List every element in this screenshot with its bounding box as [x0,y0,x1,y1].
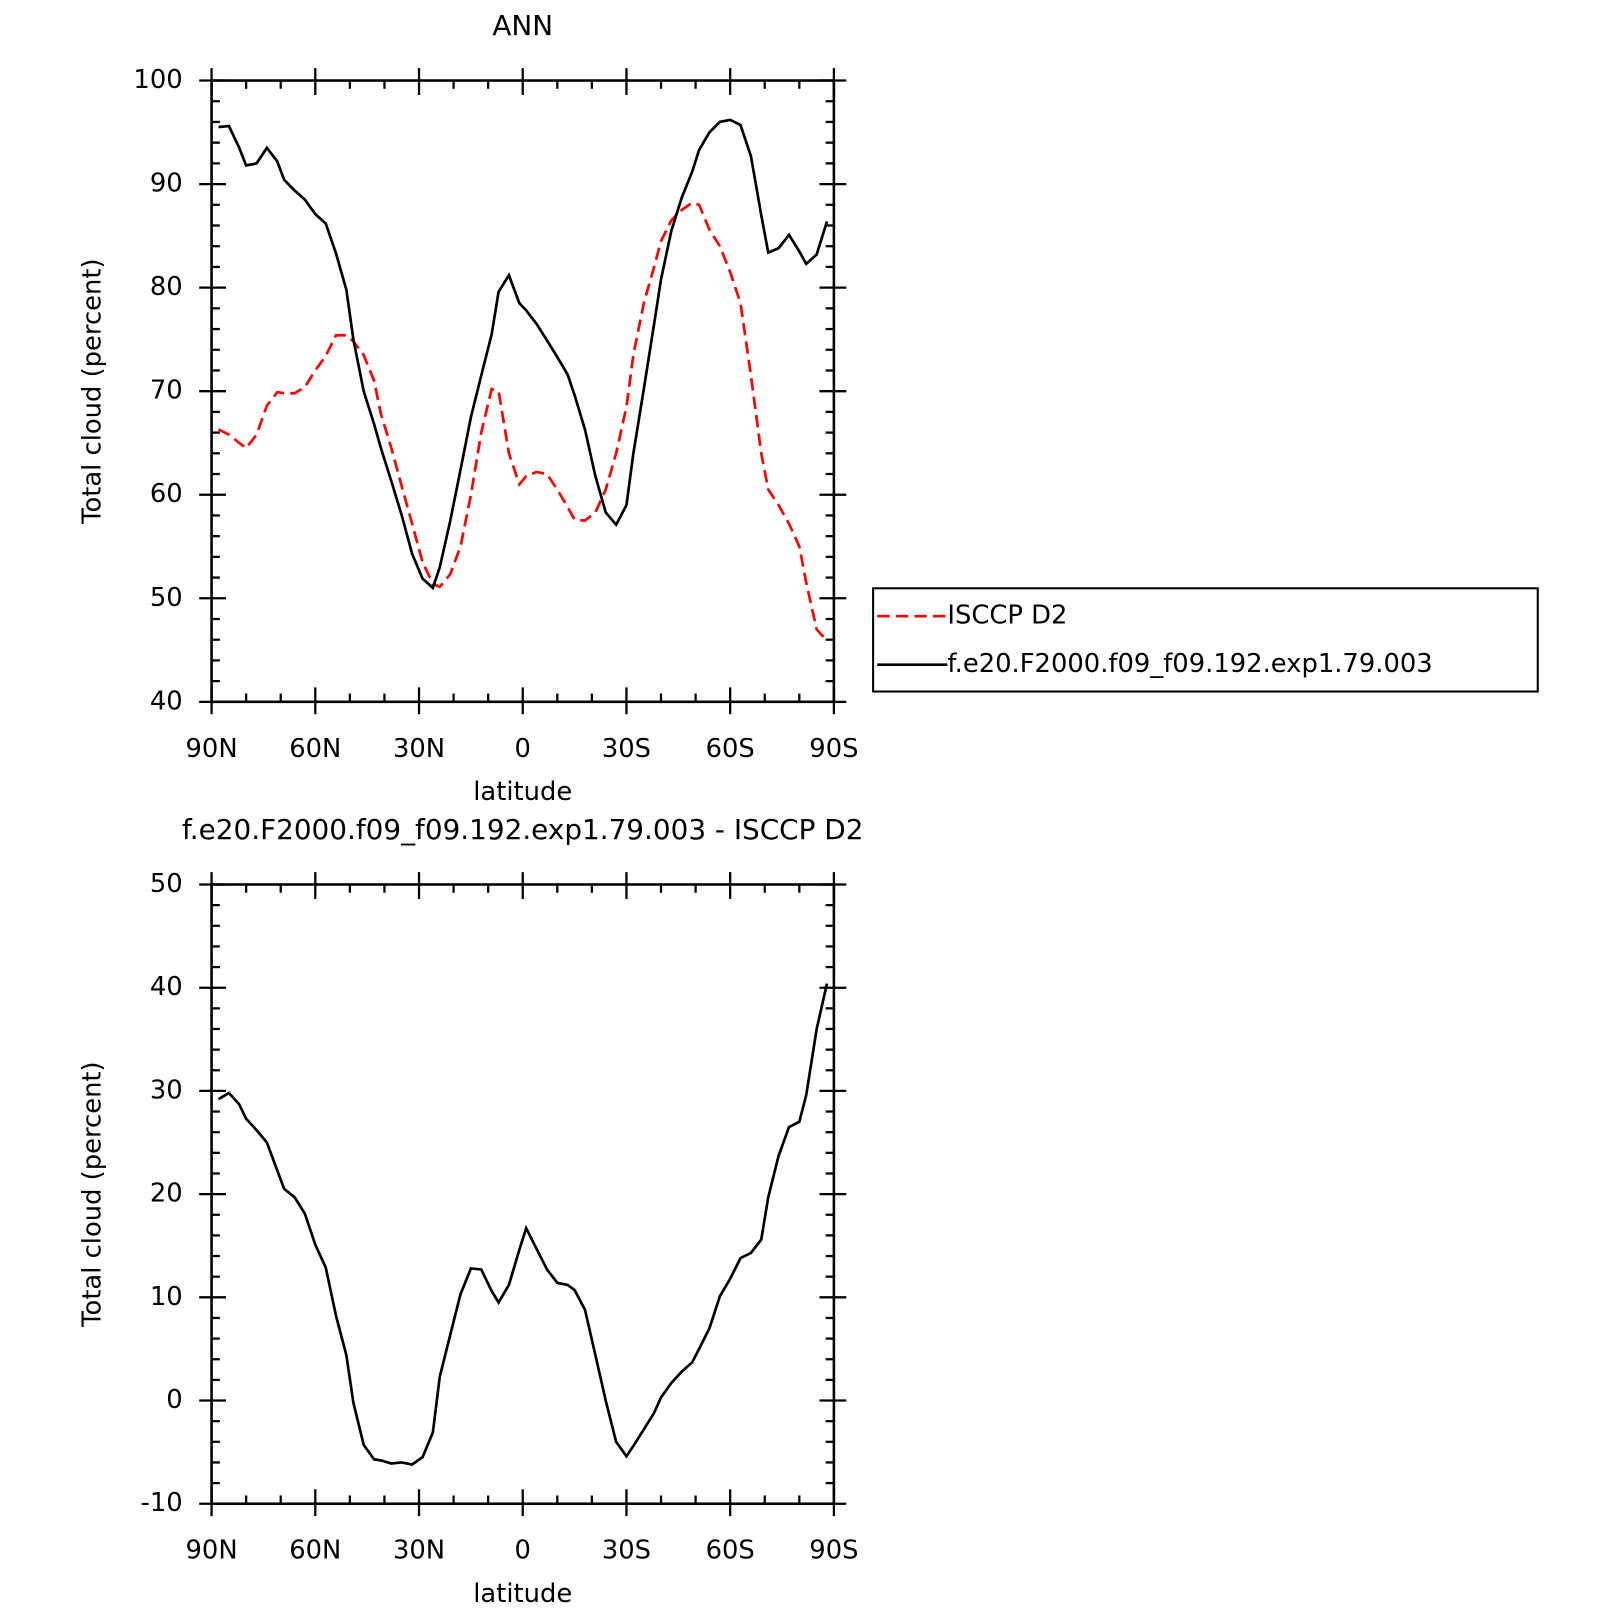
plot-frame [210,883,836,1506]
x-tick-label: 0 [515,1536,531,1566]
x-tick-label: 30S [602,1536,651,1566]
y-tick-label: -10 [141,1488,183,1518]
x-tick-label: 60N [289,734,341,764]
x-tick-label: 30N [393,734,445,764]
y-axis-label: Total cloud (percent) [77,1061,107,1327]
y-tick-label: 40 [150,972,183,1002]
y-tick-label: 90 [150,169,183,199]
x-tick-label: 60N [289,1536,341,1566]
y-tick-label: 60 [150,479,183,509]
data-line [217,983,829,1466]
data-line [218,118,829,591]
x-tick-label: 90N [186,1536,238,1566]
plot-frame [210,79,836,704]
x-axis-label: latitude [473,777,572,807]
chart-title: f.e20.F2000.f09_f09.192.exp1.79.003 - IS… [182,813,863,846]
y-tick-label: 40 [150,686,183,716]
x-tick-label: 30N [393,1536,445,1566]
y-tick-label: 10 [150,1282,183,1312]
y-tick-label: 70 [150,376,183,406]
data-line [217,201,828,642]
legend-label: f.e20.F2000.f09_f09.192.exp1.79.003 [947,649,1432,679]
y-tick-label: 20 [150,1179,183,1209]
legend-box [872,587,1539,693]
x-tick-label: 60S [706,734,755,764]
y-tick-label: 50 [150,869,183,899]
x-tick-label: 0 [515,734,531,764]
x-axis-label: latitude [473,1579,572,1608]
y-tick-label: 0 [166,1385,182,1415]
y-tick-label: 80 [150,272,183,302]
x-tick-label: 30S [602,734,651,764]
y-tick-label: 100 [133,65,182,95]
y-tick-label: 30 [150,1075,183,1105]
y-tick-label: 50 [150,583,183,613]
x-tick-label: 90N [186,734,238,764]
chart-title: ANN [492,9,553,42]
x-tick-label: 90S [809,1536,858,1566]
x-tick-label: 60S [706,1536,755,1566]
x-tick-label: 90S [809,734,858,764]
y-axis-label: Total cloud (percent) [77,258,107,524]
legend: ISCCP D2 f.e20.F2000.f09_f09.192.exp1.79.… [872,587,1539,693]
legend-label: ISCCP D2 [947,601,1067,631]
